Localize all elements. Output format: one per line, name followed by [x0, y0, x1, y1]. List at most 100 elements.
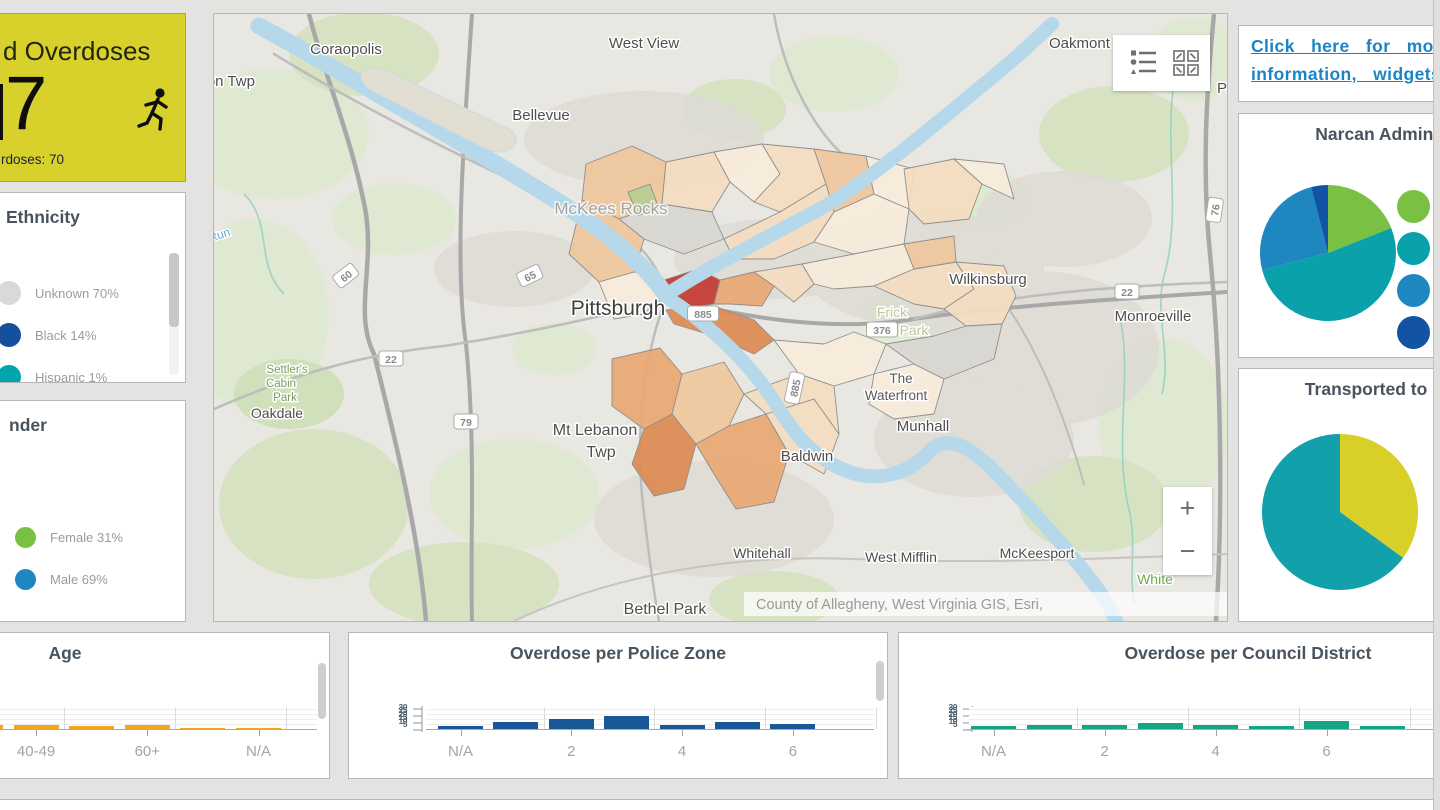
narcan-panel: Narcan Administered	[1238, 113, 1440, 358]
svg-text:22: 22	[1121, 287, 1133, 299]
y-axis-label: 10	[948, 715, 958, 726]
map-label-pittsburgh: Pittsburgh	[571, 297, 666, 320]
map-label-coraopolis: Coraopolis	[310, 41, 382, 58]
transported-pie-chart[interactable]	[1261, 433, 1421, 593]
ethnicity-scrollbar-track[interactable]	[169, 253, 179, 375]
police-zone-title: Overdose per Police Zone	[510, 643, 726, 663]
y-axis-label: 15	[948, 712, 958, 723]
council-district-plot[interactable]: N/A 2 4 6	[969, 707, 1440, 760]
x-axis-tick	[1104, 730, 1106, 736]
bar-series-3[interactable]	[1137, 723, 1183, 729]
legend-label: Hispanic 1%	[35, 369, 108, 383]
map-label-moon-twp: Moon Twp	[214, 73, 255, 90]
bar-series-3[interactable]	[604, 715, 650, 729]
y-axis-label: 30	[948, 702, 958, 712]
map-toolbar	[1113, 35, 1210, 91]
bar-6[interactable]	[1304, 720, 1349, 729]
bar-series-1[interactable]	[493, 721, 539, 729]
map-label-settler-s: Settler's	[266, 364, 307, 376]
legend-list-icon[interactable]	[1130, 48, 1158, 83]
y-axis-label: 5	[952, 719, 958, 730]
route-shield-79: 79	[453, 413, 479, 430]
vertical-gridline	[286, 707, 288, 729]
vertical-gridline	[765, 707, 767, 729]
x-axis-tick	[460, 730, 462, 736]
ethnicity-scrollbar-thumb[interactable]	[169, 253, 179, 327]
map-label-mt-lebanon: Mt Lebanon	[553, 422, 638, 439]
map-label-park: Park	[273, 392, 297, 404]
transported-panel: Transported to Hospital	[1238, 368, 1440, 622]
x-axis-tick	[571, 730, 573, 736]
map-label-oakmont: Oakmont	[1049, 35, 1111, 52]
age-chart-plot[interactable]: 40-49 60+ N/A	[0, 707, 317, 760]
bar-N/A[interactable]	[971, 726, 1016, 729]
age-chart-title: Age	[48, 643, 82, 663]
map-label-bellevue: Bellevue	[512, 107, 570, 124]
bar-N/A[interactable]	[438, 726, 483, 729]
bar-series-5[interactable]	[1248, 726, 1294, 729]
x-axis-label: 6	[1322, 743, 1331, 760]
kpi-caption: rdoses: 70	[1, 152, 65, 167]
running-person-icon	[137, 86, 173, 141]
bar-60+[interactable]	[124, 725, 170, 729]
x-axis-tick	[792, 730, 794, 736]
bar-series-4[interactable]	[180, 727, 226, 729]
bar-series-2[interactable]	[69, 726, 115, 729]
narcan-pie-chart[interactable]	[1259, 184, 1399, 324]
legend-color-dot	[15, 568, 36, 590]
x-axis-label: 6	[788, 743, 798, 760]
legend-item: Male 69%	[15, 568, 108, 590]
zoom-out-button[interactable]: −	[1179, 536, 1196, 566]
pie-slice[interactable]	[1340, 434, 1418, 558]
pie-slice[interactable]	[1262, 434, 1404, 590]
map-label-west-view: West View	[609, 35, 679, 52]
pie-slice[interactable]	[1262, 227, 1396, 321]
map-attribution-text: County of Allegheny, West Virginia GIS, …	[756, 597, 1043, 613]
bar-series-5[interactable]	[715, 722, 760, 729]
map-label-monroeville: Monroeville	[1115, 308, 1192, 325]
map-canvas[interactable]: 60 22 79 65 885 885 376 22 76 Coraopolis Moon Twp…	[214, 14, 1227, 621]
pie-slice[interactable]	[1311, 185, 1328, 253]
age-scrollbar-thumb[interactable]	[318, 663, 326, 719]
map-panel[interactable]: 60 22 79 65 885 885 376 22 76 Coraopolis Moon Twp…	[213, 13, 1228, 622]
map-label-park: Park	[900, 322, 930, 338]
info-link-line1[interactable]: Click here for more	[1251, 36, 1440, 56]
kpi-confirmed-overdoses-panel: d Overdoses 7 rdoses: 70	[0, 13, 186, 182]
bar-6[interactable]	[770, 723, 816, 729]
vertical-gridline	[876, 707, 877, 729]
x-axis-label: 2	[1100, 743, 1109, 760]
page-scrollbar[interactable]	[1433, 0, 1440, 810]
bar-series-1[interactable]	[1026, 724, 1072, 729]
police-zone-plot[interactable]: N/A 2 4 6	[426, 707, 877, 760]
gender-title: nder	[9, 415, 47, 435]
y-axis-label: 20	[948, 708, 958, 719]
kpi-title: d Overdoses	[3, 36, 151, 66]
pie-slice[interactable]	[1328, 185, 1392, 253]
info-link-line2[interactable]: information, widgets	[1251, 64, 1440, 84]
bar-series-0[interactable]	[0, 724, 3, 729]
map-label-mckeesport: McKeesport	[1000, 545, 1075, 561]
route-shield-22: 22	[378, 350, 404, 367]
x-axis-label: 60+	[134, 743, 161, 760]
map-label-bethel-park: Bethel Park	[624, 601, 708, 618]
y-axis-label: 10	[398, 715, 408, 726]
police-scrollbar-thumb[interactable]	[876, 661, 884, 701]
zoom-in-button[interactable]: +	[1179, 493, 1196, 523]
map-zoom-control: + −	[1163, 487, 1212, 575]
expand-fullscreen-icon[interactable]	[1173, 48, 1199, 83]
bar-N/A[interactable]	[236, 728, 281, 729]
route-shield-22: 22	[1114, 283, 1140, 300]
pie-slice[interactable]	[1260, 187, 1328, 270]
bar-40-49[interactable]	[13, 725, 59, 729]
x-axis-tick	[147, 730, 149, 736]
bar-2[interactable]	[548, 718, 594, 729]
map-rivers	[250, 17, 1123, 621]
vertical-gridline	[175, 707, 177, 729]
bar-2[interactable]	[1082, 725, 1127, 729]
route-shield-76: 76	[1205, 196, 1224, 223]
x-axis-label: N/A	[447, 743, 474, 760]
bar-series-7[interactable]	[1359, 726, 1405, 729]
bar-4[interactable]	[659, 725, 705, 729]
map-label-whitehall: Whitehall	[733, 545, 791, 561]
bar-4[interactable]	[1193, 724, 1238, 729]
